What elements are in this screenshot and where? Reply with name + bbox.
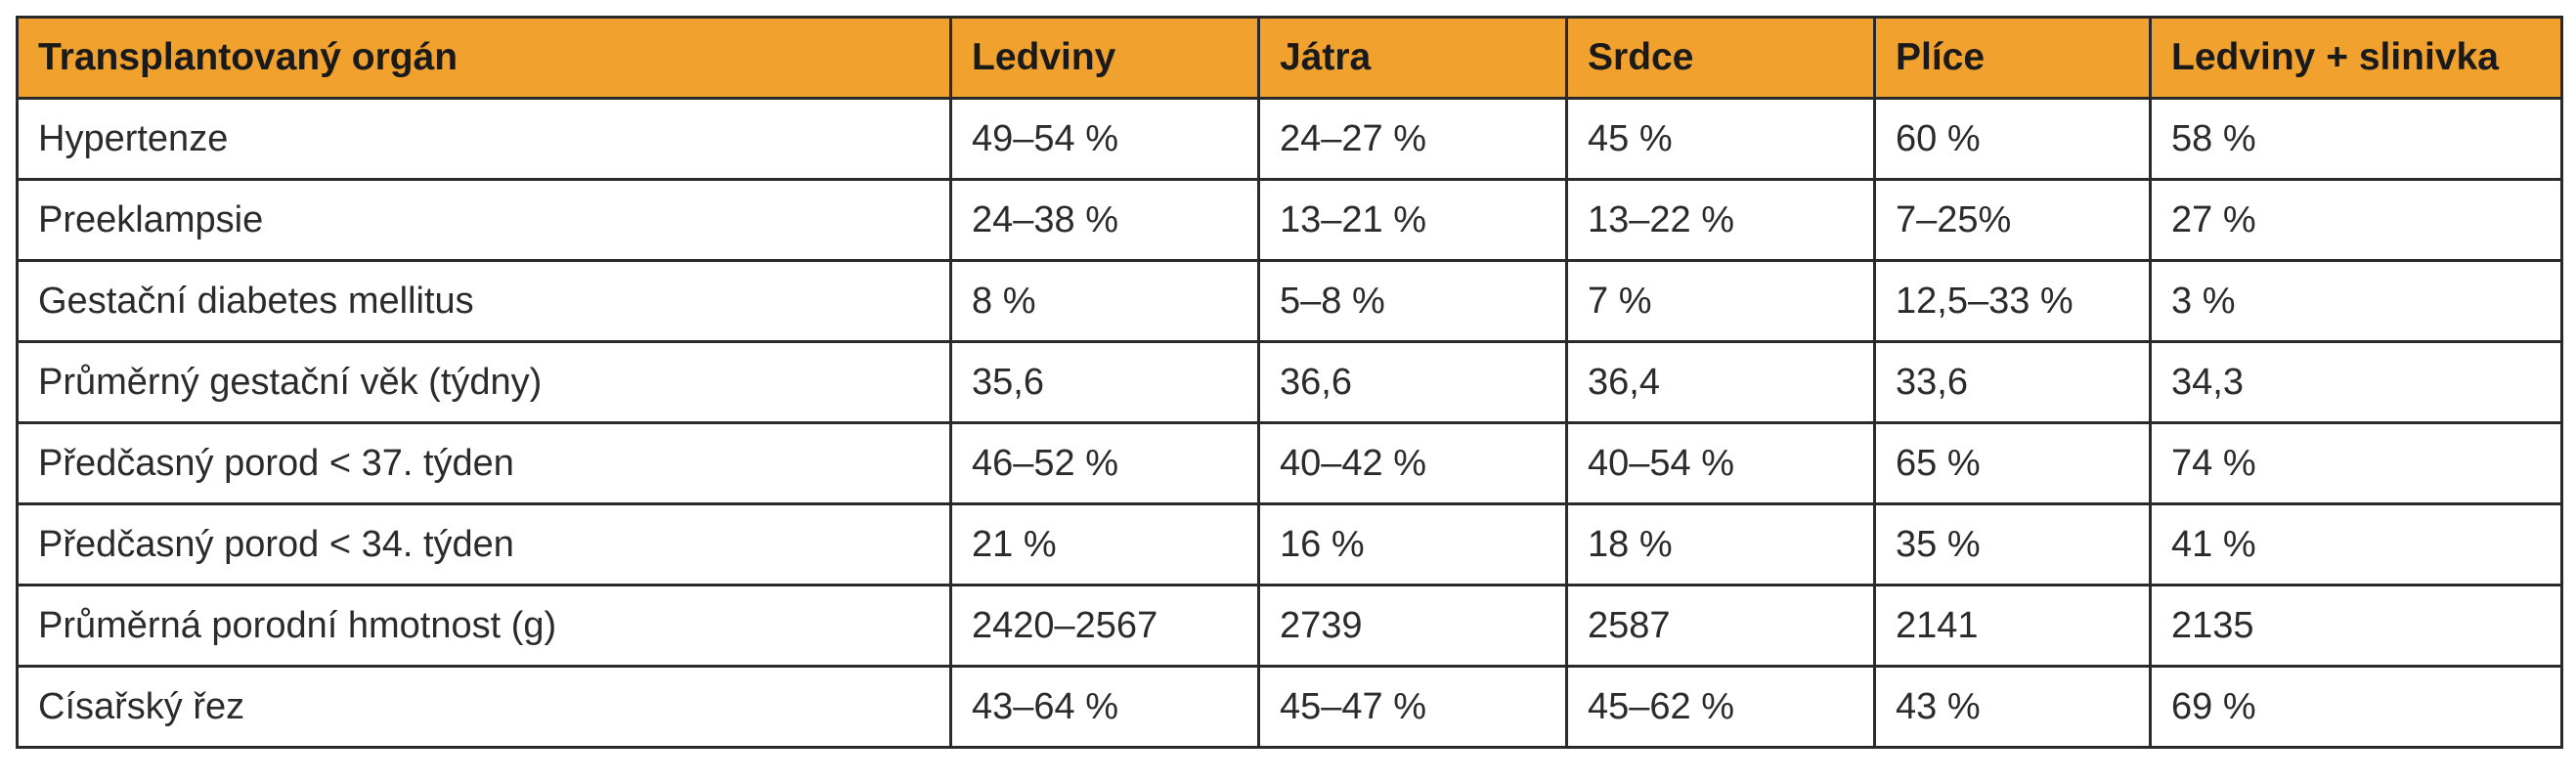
- table-cell: 13–22 %: [1565, 178, 1876, 262]
- table-cell: 27 %: [2149, 178, 2563, 262]
- row-label: Gestační diabetes mellitus: [16, 259, 952, 343]
- table-cell: 45 %: [1565, 97, 1876, 181]
- table-row: Průměrná porodní hmotnost (g) 2420–2567 …: [16, 584, 2563, 668]
- header-kidney: Ledviny: [949, 16, 1260, 100]
- table-cell: 41 %: [2149, 502, 2563, 586]
- table-cell: 60 %: [1873, 97, 2152, 181]
- table-cell: 2135: [2149, 584, 2563, 668]
- table-cell: 65 %: [1873, 421, 2152, 505]
- data-table-container: Transplantovaný orgán Ledviny Játra Srdc…: [16, 16, 2563, 749]
- table-cell: 7 %: [1565, 259, 1876, 343]
- table-cell: 74 %: [2149, 421, 2563, 505]
- table-cell: 46–52 %: [949, 421, 1260, 505]
- row-label: Předčasný porod < 34. týden: [16, 502, 952, 586]
- table-cell: 3 %: [2149, 259, 2563, 343]
- table-cell: 13–21 %: [1257, 178, 1568, 262]
- table-row: Hypertenze 49–54 % 24–27 % 45 % 60 % 58 …: [16, 97, 2563, 181]
- row-label: Císařský řez: [16, 665, 952, 749]
- table-cell: 36,4: [1565, 340, 1876, 424]
- table-cell: 2141: [1873, 584, 2152, 668]
- table-cell: 40–54 %: [1565, 421, 1876, 505]
- table-cell: 7–25%: [1873, 178, 2152, 262]
- table-row: Gestační diabetes mellitus 8 % 5–8 % 7 %…: [16, 259, 2563, 343]
- table-cell: 33,6: [1873, 340, 2152, 424]
- table-cell: 12,5–33 %: [1873, 259, 2152, 343]
- table-cell: 58 %: [2149, 97, 2563, 181]
- row-label: Průměrný gestační věk (týdny): [16, 340, 952, 424]
- table-cell: 24–27 %: [1257, 97, 1568, 181]
- table-cell: 35 %: [1873, 502, 2152, 586]
- row-label: Průměrná porodní hmotnost (g): [16, 584, 952, 668]
- row-label: Preeklampsie: [16, 178, 952, 262]
- table-cell: 16 %: [1257, 502, 1568, 586]
- table-cell: 43 %: [1873, 665, 2152, 749]
- table-cell: 5–8 %: [1257, 259, 1568, 343]
- table-cell: 34,3: [2149, 340, 2563, 424]
- row-label: Předčasný porod < 37. týden: [16, 421, 952, 505]
- transplant-outcomes-table: Transplantovaný orgán Ledviny Játra Srdc…: [16, 16, 2563, 749]
- header-kidney-pancreas: Ledviny + slinivka: [2149, 16, 2563, 100]
- table-cell: 2420–2567: [949, 584, 1260, 668]
- table-cell: 35,6: [949, 340, 1260, 424]
- table-cell: 49–54 %: [949, 97, 1260, 181]
- header-row: Transplantovaný orgán Ledviny Játra Srdc…: [16, 16, 2563, 100]
- table-cell: 8 %: [949, 259, 1260, 343]
- table-cell: 36,6: [1257, 340, 1568, 424]
- table-row: Císařský řez 43–64 % 45–47 % 45–62 % 43 …: [16, 665, 2563, 749]
- table-cell: 40–42 %: [1257, 421, 1568, 505]
- table-cell: 21 %: [949, 502, 1260, 586]
- header-heart: Srdce: [1565, 16, 1876, 100]
- header-organ: Transplantovaný orgán: [16, 16, 952, 100]
- table-cell: 2739: [1257, 584, 1568, 668]
- table-cell: 45–62 %: [1565, 665, 1876, 749]
- row-label: Hypertenze: [16, 97, 952, 181]
- table-row: Předčasný porod < 34. týden 21 % 16 % 18…: [16, 502, 2563, 586]
- table-cell: 2587: [1565, 584, 1876, 668]
- table-row: Preeklampsie 24–38 % 13–21 % 13–22 % 7–2…: [16, 178, 2563, 262]
- table-cell: 18 %: [1565, 502, 1876, 586]
- table-row: Průměrný gestační věk (týdny) 35,6 36,6 …: [16, 340, 2563, 424]
- header-lung: Plíce: [1873, 16, 2152, 100]
- table-cell: 24–38 %: [949, 178, 1260, 262]
- table-cell: 69 %: [2149, 665, 2563, 749]
- table-row: Předčasný porod < 37. týden 46–52 % 40–4…: [16, 421, 2563, 505]
- table-cell: 43–64 %: [949, 665, 1260, 749]
- header-liver: Játra: [1257, 16, 1568, 100]
- table-cell: 45–47 %: [1257, 665, 1568, 749]
